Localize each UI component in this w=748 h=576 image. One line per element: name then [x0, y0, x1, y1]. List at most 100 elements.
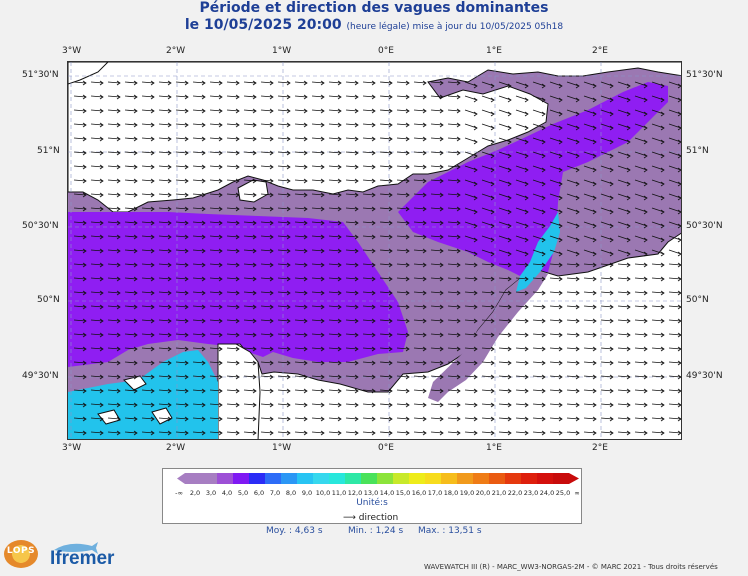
- direction-arrow: [141, 109, 155, 112]
- direction-arrow-head: [422, 318, 427, 324]
- direction-arrow-head: [99, 416, 104, 422]
- direction-arrow-head: [405, 318, 410, 324]
- direction-arrow: [362, 109, 376, 112]
- direction-arrow: [73, 347, 87, 350]
- direction-arrow-head: [473, 304, 478, 310]
- direction-arrow: [447, 81, 461, 84]
- direction-arrow-head: [643, 332, 648, 338]
- direction-arrow: [107, 179, 121, 182]
- direction-arrow-head: [660, 97, 665, 103]
- direction-arrow: [362, 263, 376, 266]
- direction-arrow-head: [405, 416, 410, 422]
- direction-arrow: [515, 417, 529, 420]
- direction-arrow-head: [371, 80, 376, 86]
- direction-arrow-head: [303, 150, 308, 156]
- direction-arrow: [464, 361, 478, 364]
- direction-arrow: [651, 417, 665, 420]
- direction-arrow: [617, 165, 631, 171]
- direction-arrow: [277, 431, 291, 434]
- direction-arrow: [311, 81, 325, 84]
- direction-arrow: [73, 291, 87, 294]
- direction-arrow-head: [235, 122, 240, 128]
- direction-arrow-head: [609, 332, 614, 338]
- direction-arrow-head: [99, 276, 104, 282]
- direction-arrow: [447, 319, 461, 322]
- direction-arrow: [328, 291, 342, 294]
- direction-arrow: [311, 179, 325, 182]
- direction-arrow: [583, 333, 597, 336]
- direction-arrow-head: [388, 402, 393, 408]
- direction-arrow-head: [218, 178, 223, 184]
- direction-arrow-head: [524, 251, 529, 257]
- direction-arrow: [345, 403, 359, 406]
- direction-arrow: [328, 193, 342, 196]
- direction-arrow: [124, 221, 138, 224]
- direction-arrow: [124, 361, 138, 364]
- direction-arrow-head: [575, 83, 580, 89]
- direction-arrow-head: [626, 262, 631, 268]
- direction-arrow: [294, 403, 308, 406]
- direction-arrow: [396, 403, 410, 406]
- direction-arrow: [583, 137, 597, 143]
- direction-arrow-head: [626, 416, 631, 422]
- direction-arrow-head: [354, 136, 359, 142]
- direction-arrow-head: [405, 332, 410, 338]
- direction-arrow-head: [405, 108, 410, 114]
- direction-arrow-head: [354, 304, 359, 310]
- direction-arrow-head: [575, 97, 580, 103]
- direction-arrow: [532, 291, 546, 294]
- direction-arrow-head: [677, 167, 681, 173]
- legend-swatch: [409, 473, 425, 484]
- direction-arrow-head: [405, 276, 410, 282]
- direction-arrow-head: [286, 346, 291, 352]
- direction-arrow: [124, 81, 138, 84]
- direction-arrow-head: [609, 430, 614, 436]
- direction-arrow: [175, 123, 189, 126]
- direction-arrow: [481, 137, 495, 143]
- direction-arrow: [192, 193, 206, 196]
- direction-arrow: [379, 305, 393, 308]
- direction-arrow: [464, 319, 478, 322]
- direction-arrow: [158, 347, 172, 350]
- direction-arrow: [481, 375, 495, 378]
- direction-arrow: [209, 193, 223, 196]
- direction-arrow-head: [133, 150, 138, 156]
- direction-arrow-head: [116, 262, 121, 268]
- direction-arrow-head: [337, 332, 342, 338]
- direction-arrow-head: [252, 276, 257, 282]
- direction-arrow-head: [507, 223, 512, 229]
- direction-arrow: [447, 263, 461, 266]
- direction-arrow-head: [524, 416, 529, 422]
- direction-arrow-head: [422, 416, 427, 422]
- direction-arrow-head: [320, 108, 325, 114]
- direction-arrow-head: [337, 318, 342, 324]
- direction-arrow: [379, 263, 393, 266]
- legend-swatch: [537, 473, 553, 484]
- direction-arrow: [243, 81, 257, 84]
- direction-arrow: [600, 179, 614, 185]
- direction-arrow-head: [201, 164, 206, 170]
- direction-arrow-head: [507, 139, 512, 145]
- direction-arrow: [226, 249, 240, 252]
- direction-arrow: [226, 193, 240, 196]
- direction-arrow: [498, 263, 512, 266]
- direction-arrow-head: [252, 262, 257, 268]
- direction-arrow-head: [371, 122, 376, 128]
- direction-arrow-head: [473, 430, 478, 436]
- direction-arrow-head: [286, 206, 291, 212]
- land-isle-of-wight: [237, 179, 269, 203]
- direction-arrow: [396, 361, 410, 364]
- direction-arrow-head: [456, 248, 461, 254]
- direction-arrow: [396, 109, 410, 112]
- direction-arrow-head: [524, 430, 529, 436]
- direction-arrow-head: [337, 136, 342, 142]
- direction-arrow: [124, 263, 138, 266]
- direction-arrow-head: [388, 220, 393, 226]
- direction-arrow: [515, 179, 529, 185]
- direction-arrow-head: [456, 108, 461, 114]
- direction-arrow-head: [167, 416, 172, 422]
- direction-arrow-head: [184, 388, 189, 394]
- direction-arrow-head: [82, 220, 87, 226]
- legend-swatch: [361, 473, 377, 484]
- direction-arrow-head: [371, 360, 376, 366]
